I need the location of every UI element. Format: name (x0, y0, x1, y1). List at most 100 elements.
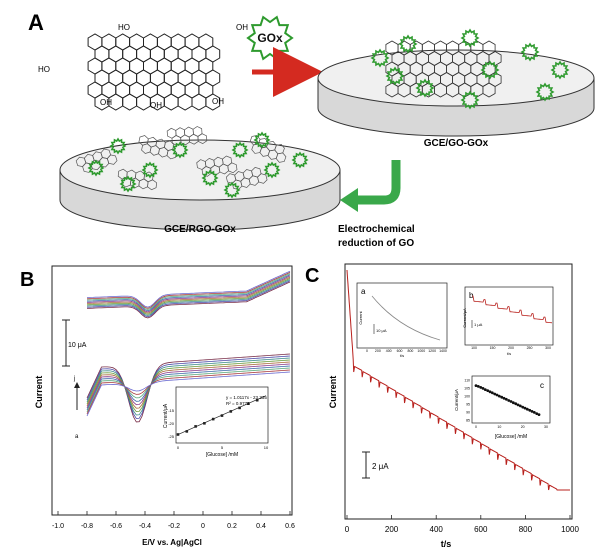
cv-curve-forward (86, 273, 291, 310)
panel-c-inset-a-scale-label: 10 μA (376, 328, 387, 333)
go-gox-plate-label: GCE/GO-GOx (424, 138, 489, 149)
panel-b-inset-ytick-1: -15 (168, 408, 175, 413)
panel-c-inset-c-point (532, 411, 536, 414)
panel-c-inset-a-x-tick: 1200 (428, 349, 436, 353)
gox-enzyme-icon (415, 78, 435, 98)
gox-enzyme-icon (141, 161, 159, 179)
panel-b-inset-fit-line (177, 395, 267, 435)
go-oh-label-4: OH (236, 23, 248, 32)
panel-c-inset-b-y-label: Current/μA (462, 308, 467, 328)
panel-b-inset-xtick-3: 10 (264, 445, 269, 450)
gox-enzyme-icon (480, 60, 500, 80)
rgo-ring (192, 126, 203, 137)
gox-enzyme-icon (550, 60, 570, 80)
panel-c-inset-b-x-tick: 200 (508, 346, 514, 350)
cv-curve-reverse (86, 355, 291, 419)
gox-enzyme-icon (201, 169, 219, 187)
gox-enzyme-icon (385, 66, 405, 86)
panel-c-inset-c-point (483, 388, 487, 391)
panel-b-inset-ytick-2: -20 (168, 421, 175, 426)
panel-a: A OH OH OH OH HO HO GOx GCE/GO-GOx (28, 10, 595, 249)
go-ring (482, 82, 496, 98)
panel-c-inset-c-point (516, 403, 520, 407)
panel-c-inset-c-point (537, 413, 541, 416)
panel-b-x-ticks: -1.0 -0.8 -0.6 -0.4 -0.2 0 0.2 0.4 0.6 (52, 511, 295, 530)
cv-curve-reverse (86, 359, 291, 413)
panel-c-inset-c-point (488, 390, 492, 394)
gox-enzyme-icon (460, 28, 480, 48)
panel-b-inset-xtick-1: 0 (177, 445, 180, 450)
panel-c-x-tick-label: 1000 (561, 525, 579, 534)
cv-curve-forward (86, 275, 291, 313)
panel-b-series-a-label: a (75, 434, 79, 440)
cv-curve-forward (86, 276, 291, 314)
go-oh-label-3: OH (212, 97, 224, 106)
panel-c-inset-c-y-tick: 90 (466, 411, 470, 415)
panel-c-inset-b-trace (471, 295, 553, 324)
panel-c-inset-b-frame (464, 286, 554, 346)
gox-enzyme-icon (109, 137, 127, 155)
panel-c-inset-c-x-label: [Glucose] /mM (495, 434, 527, 440)
panel-c-inset-c-y-tick: 85 (466, 419, 470, 423)
gox-enzyme-icon (253, 131, 271, 149)
panel-c-inset-a-y-label: Current (358, 310, 363, 324)
panel-b-inset-point (255, 398, 259, 402)
panel-c-inset-c-point (490, 391, 494, 395)
panel-c-inset-c-point (511, 401, 515, 405)
panel-b-inset-point (238, 406, 241, 410)
panel-c-inset-c-point (504, 397, 508, 401)
panel-c-inset-c-y-tick: 95 (466, 403, 470, 407)
panel-b-inset-xtick-2: 5 (221, 445, 224, 450)
panel-c-inset-a-x-tick: 800 (408, 349, 414, 353)
go-cooh-label: HO (118, 23, 130, 32)
rgo-sheet (196, 155, 238, 177)
panel-b-x-tick-label: 0.2 (227, 523, 237, 530)
panel-a-label: A (28, 10, 44, 35)
panel-c-inset-c-point (514, 402, 518, 406)
rgo-gox-plate: GCE/RGO-GOx (59, 126, 341, 235)
panel-c-inset-c-point (530, 410, 534, 413)
cv-curve-reverse (86, 363, 291, 409)
panel-c-inset-c-y-tick: 105 (464, 387, 470, 391)
panel-b-x-tick-label: 0.6 (285, 523, 295, 530)
rgo-ring (106, 154, 118, 165)
panel-c-inset-b-x-tick: 150 (490, 346, 496, 350)
panel-c-inset-a-x-tick: 1000 (417, 349, 425, 353)
cv-curve-reverse (86, 371, 291, 417)
panel-c-x-tick-label: 0 (345, 525, 350, 534)
panel-c-inset-c: c 110 105 100 95 90 85 0 10 20 30 [Glucose] /mM C… (454, 375, 551, 440)
rgo-ring (197, 133, 208, 145)
panel-c-inset-c-x-tick: 10 (497, 425, 501, 429)
panel-c-inset-c-point (500, 395, 504, 399)
rgo-ring (175, 127, 186, 139)
panel-b-plot-frame (51, 265, 293, 516)
go-ring (163, 93, 179, 111)
panel-b-label: B (20, 269, 34, 291)
gox-enzyme-icon (231, 141, 249, 159)
panel-c-inset-c-point (479, 386, 483, 389)
rgo-ring (166, 127, 177, 139)
panel-c-inset-c-point (476, 385, 480, 388)
gox-badge: GOx (246, 15, 294, 61)
panel-b-inset-y-label: Current/μA (163, 403, 169, 428)
cv-curve-forward (86, 278, 291, 315)
panel-c-inset-c-frame (471, 375, 551, 424)
panel-c-inset-c-y-label: Current/μA (454, 389, 459, 411)
panel-b-cv-curves (86, 270, 291, 423)
cv-curve-forward (86, 272, 291, 309)
cv-curve-reverse (86, 361, 291, 409)
panel-c-inset-c-point (518, 404, 522, 408)
panel-b-x-tick-label: -0.2 (168, 523, 180, 530)
panel-b-x-tick-label: -0.8 (81, 523, 93, 530)
go-oh-label-2: OH (150, 101, 162, 110)
panel-c-inset-a-x-tick: 0 (366, 349, 368, 353)
panel-c-inset-a-label: a (361, 287, 366, 296)
panel-b-inset-x-label: [Glucose] /mM (206, 452, 238, 458)
rgo-ring (166, 148, 177, 160)
panel-c-scale-bar-label: 2 μA (372, 462, 389, 471)
go-cooh-label-2: HO (38, 65, 50, 74)
panel-c-plot-frame (344, 263, 573, 520)
panel-c-inset-c-point (486, 389, 490, 392)
gox-enzyme-icon (460, 90, 480, 110)
green-arrowhead-icon (340, 188, 358, 212)
